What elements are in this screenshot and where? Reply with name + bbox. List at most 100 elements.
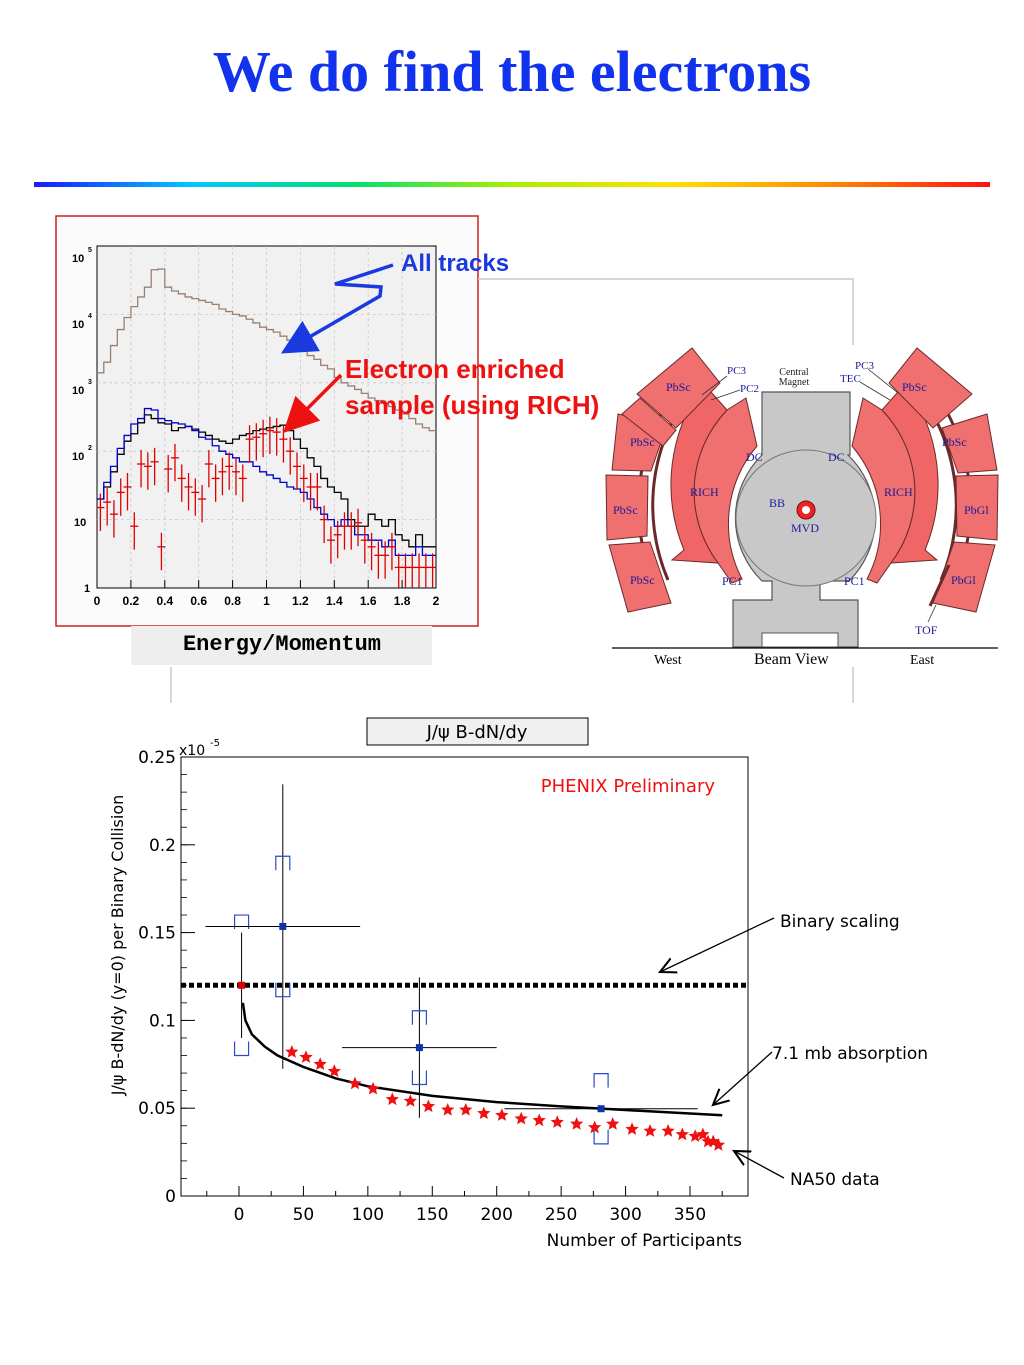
ep-x-tick-label: 1.6 — [360, 594, 377, 608]
jpsi-y-tick-label: 0.1 — [149, 1011, 176, 1031]
ep-hist-series-0 — [97, 268, 436, 432]
ep-x-tick-label: 0.8 — [224, 594, 241, 608]
absorption-label: 7.1 mb absorption — [772, 1044, 928, 1064]
label-pc3-east: PC3 — [855, 360, 874, 372]
na50-point — [299, 1050, 313, 1063]
na50-point — [459, 1103, 473, 1116]
pbgl-sector-1 — [955, 474, 999, 541]
ep-ytick-1e3: 10 — [72, 385, 84, 397]
jpsi-x-tick-label: 250 — [545, 1205, 577, 1225]
label-pbsc-w3: PbSc — [613, 503, 638, 517]
jpsi-y-tick-label: 0.2 — [149, 836, 176, 856]
label-rich-east: RICH — [884, 485, 913, 499]
rainbow-divider — [34, 182, 990, 187]
jpsi-plot: J/ψ B-dN/dy x10 -5 PHENIX Preliminary J/… — [108, 717, 928, 1251]
pbsc-sector-w1 — [636, 347, 721, 429]
phenix-sys-error-top — [593, 1073, 609, 1088]
label-tof: TOF — [915, 623, 938, 637]
label-beam-view: Beam View — [754, 651, 829, 668]
phenix-point — [238, 981, 246, 989]
pbsc-sector-e2 — [941, 413, 998, 474]
label-pbsc-w2: PbSc — [630, 435, 655, 449]
na50-point — [550, 1115, 564, 1128]
na50-label: NA50 data — [790, 1170, 880, 1190]
jpsi-y-tick-label: 0.15 — [138, 924, 176, 944]
phenix-sys-error-bottom — [275, 982, 291, 998]
na50-point — [348, 1076, 362, 1090]
na50-point — [643, 1124, 657, 1137]
jpsi-title-box — [366, 717, 589, 746]
frame-line-top — [478, 278, 854, 345]
detector-leader-lines — [701, 368, 937, 623]
na50-point — [625, 1122, 639, 1135]
ep-ytick-1e5: 10 — [72, 253, 84, 265]
binary-scaling-arrow — [660, 917, 775, 972]
ep-x-tick-label: 2 — [433, 594, 440, 608]
phenix-point-group — [504, 1073, 698, 1145]
ep-x-tick-label: 1.4 — [326, 594, 343, 608]
pbsc-sector-e1 — [888, 347, 973, 429]
jpsi-y-axis-label: J/ψ B-dN/dy (y=0) per Binary Collision — [108, 795, 127, 1097]
label-bb: BB — [769, 496, 785, 510]
label-mvd: MVD — [791, 521, 819, 535]
electron-label-line2: sample (using RICH) — [345, 390, 599, 420]
phenix-point-group — [233, 914, 250, 1057]
phenix-point — [415, 1044, 423, 1052]
phenix-point-group — [205, 784, 361, 1069]
jpsi-title: J/ψ B-dN/dy — [426, 722, 528, 743]
ep-y-ticks: 10 5 10 4 10 3 10 2 10 1 — [72, 247, 92, 595]
label-rich-west: RICH — [690, 485, 719, 499]
ep-ytick-1e3-exp: 3 — [88, 379, 92, 386]
ep-ytick-1: 1 — [84, 583, 90, 595]
ep-x-tick-label: 0.4 — [156, 594, 173, 608]
phenix-sys-error-bottom — [233, 1041, 250, 1057]
magnet-base-gap — [761, 632, 839, 648]
na50-point — [327, 1064, 341, 1077]
frame-lines — [170, 278, 854, 703]
phenix-sys-error-top — [411, 1010, 427, 1025]
binary-scaling-label: Binary scaling — [780, 912, 900, 932]
jpsi-plot-area — [180, 756, 749, 1197]
na50-point — [532, 1113, 546, 1127]
jpsi-y-multiplier: x10 — [179, 743, 205, 759]
jpsi-y-tick-label: 0.05 — [138, 1099, 176, 1119]
ep-x-tick-label: 0 — [94, 594, 101, 608]
na50-point — [313, 1057, 327, 1070]
na50-point — [403, 1094, 417, 1107]
jpsi-y-multiplier-exp: -5 — [210, 738, 220, 749]
jpsi-x-tick-label: 300 — [609, 1205, 641, 1225]
ep-histogram-panel: 0 0.2 0.4 0.6 0.8 1 1.2 1.4 1.6 1.8 2 10 5 10 4 10… — [55, 215, 599, 665]
ep-ytick-1e5-exp: 5 — [88, 247, 92, 254]
ep-x-tick-label: 0.2 — [123, 594, 140, 608]
beam-pipe-center — [802, 506, 810, 514]
na50-point — [606, 1117, 620, 1130]
jpsi-ticks: 0 50 100 150 200 250 300 350 0 0.05 0.1 0.15 0.2 0.25 — [138, 748, 723, 1225]
electron-arrow — [283, 373, 343, 433]
na50-point — [696, 1127, 710, 1141]
phenix-points — [205, 784, 698, 1145]
electron-label-line1: Electron enriched — [345, 354, 565, 384]
label-pbgl-1: PbGl — [964, 503, 989, 517]
na50-point — [688, 1129, 702, 1142]
na50-point — [661, 1124, 675, 1137]
ep-ytick-10: 10 — [74, 517, 86, 529]
detector-beam-view: PC3 PC2 PC3 TEC PbSc PbSc PbSc PbSc PbSc… — [605, 347, 999, 668]
rich-west — [670, 383, 728, 564]
ep-x-tick-label: 1.2 — [292, 594, 309, 608]
label-pbsc-e1: PbSc — [902, 380, 927, 394]
ep-ytick-1e2: 10 — [72, 451, 84, 463]
pbsc-sector-w3 — [605, 474, 649, 541]
all-tracks-label: All tracks — [401, 250, 509, 277]
all-tracks-arrow — [280, 263, 394, 354]
label-dc-west: DC — [746, 450, 763, 464]
phenix-preliminary-label: PHENIX Preliminary — [541, 776, 716, 797]
na50-point — [675, 1127, 689, 1141]
phenix-sys-error-top — [275, 855, 291, 871]
phenix-sys-error-bottom — [593, 1129, 609, 1145]
rich-east — [881, 383, 939, 564]
na50-point — [421, 1099, 436, 1113]
label-east: East — [910, 653, 934, 668]
ep-ytick-1e4: 10 — [72, 319, 84, 331]
label-tec: TEC — [840, 373, 861, 385]
ep-ytick-1e2-exp: 2 — [88, 445, 92, 452]
